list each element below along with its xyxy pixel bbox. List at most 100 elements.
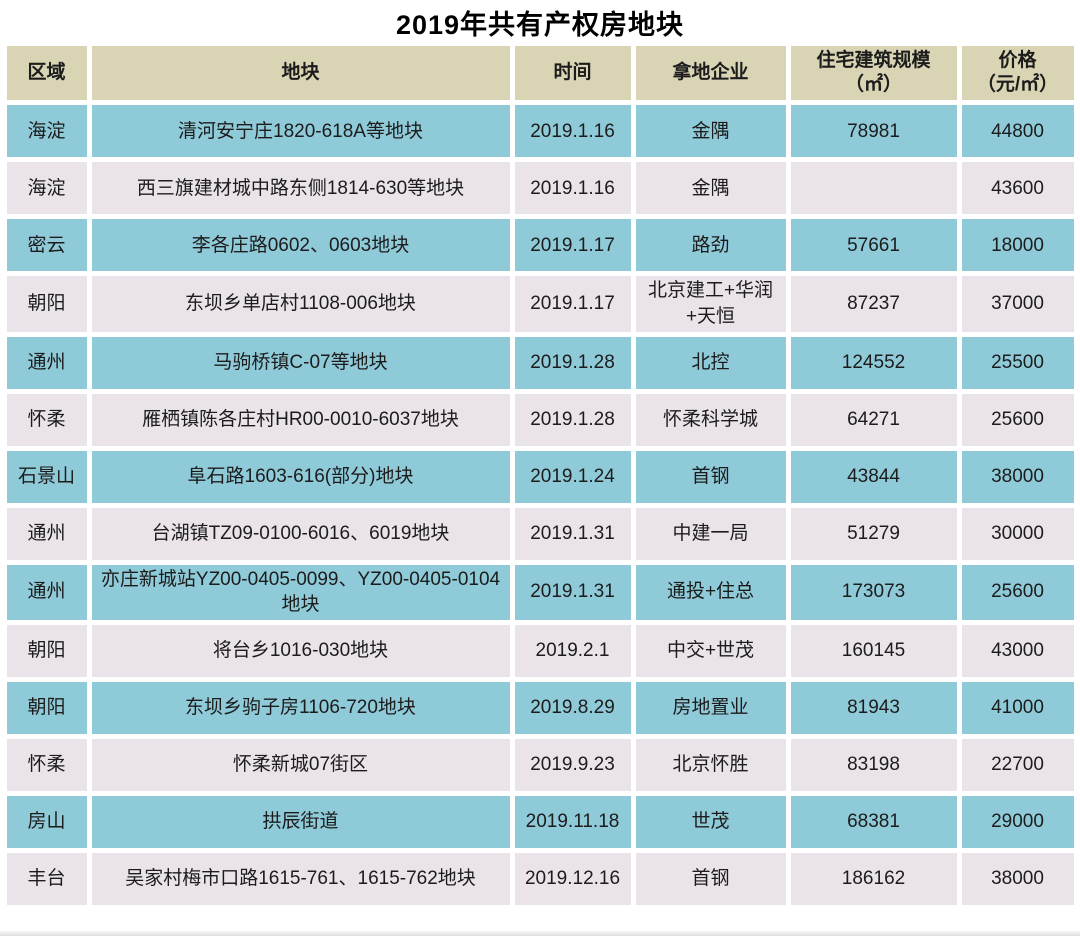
cell-price: 29000 [961,795,1074,848]
table-row: 怀柔 怀柔新城07街区 2019.9.23 北京怀胜 83198 22700 [6,738,1074,791]
cell-scale: 57661 [790,219,957,272]
cell-parcel: 东坝乡单店村1108-006地块 [91,276,510,332]
cell-price: 25600 [961,393,1074,446]
cell-price: 43000 [961,624,1074,677]
cell-region: 丰台 [6,852,87,905]
cell-price: 43600 [961,162,1074,215]
table-row: 朝阳 东坝乡单店村1108-006地块 2019.1.17 北京建工+华润+天恒… [6,276,1074,332]
cell-scale: 64271 [790,393,957,446]
cell-region: 通州 [6,336,87,389]
cell-scale: 43844 [790,450,957,503]
col-header-company: 拿地企业 [635,46,786,101]
cell-parcel: 拱辰街道 [91,795,510,848]
cell-date: 2019.1.16 [514,105,631,158]
cell-region: 通州 [6,507,87,560]
page-title: 2019年共有产权房地块 [395,10,685,40]
cell-region: 密云 [6,219,87,272]
cell-region: 房山 [6,795,87,848]
cell-company: 中建一局 [635,507,786,560]
table-row: 怀柔 雁栖镇陈各庄村HR00-0010-6037地块 2019.1.28 怀柔科… [6,393,1074,446]
cell-date: 2019.2.1 [514,624,631,677]
table-row: 通州 马驹桥镇C-07等地块 2019.1.28 北控 124552 25500 [6,336,1074,389]
table-row: 石景山 阜石路1603-616(部分)地块 2019.1.24 首钢 43844… [6,450,1074,503]
cell-company: 通投+住总 [635,564,786,620]
cell-scale: 160145 [790,624,957,677]
table-row: 密云 李各庄路0602、0603地块 2019.1.17 路劲 57661 18… [6,219,1074,272]
cell-scale: 173073 [790,564,957,620]
col-header-date: 时间 [514,46,631,101]
cell-price: 18000 [961,219,1074,272]
cell-date: 2019.1.28 [514,336,631,389]
cell-parcel: 亦庄新城站YZ00-0405-0099、YZ00-0405-0104地块 [91,564,510,620]
cell-price: 41000 [961,681,1074,734]
cell-region: 海淀 [6,105,87,158]
table-row: 朝阳 将台乡1016-030地块 2019.2.1 中交+世茂 160145 4… [6,624,1074,677]
table-row: 房山 拱辰街道 2019.11.18 世茂 68381 29000 [6,795,1074,848]
cell-company: 中交+世茂 [635,624,786,677]
cell-scale: 83198 [790,738,957,791]
cell-parcel: 将台乡1016-030地块 [91,624,510,677]
cell-company: 首钢 [635,852,786,905]
cell-company: 首钢 [635,450,786,503]
cell-company: 北控 [635,336,786,389]
col-header-scale: 住宅建筑规模 （㎡） [790,46,957,101]
bottom-edge-shadow [0,930,1080,936]
cell-price: 37000 [961,276,1074,332]
cell-region: 怀柔 [6,738,87,791]
table-row: 朝阳 东坝乡驹子房1106-720地块 2019.8.29 房地置业 81943… [6,681,1074,734]
table-row: 海淀 清河安宁庄1820-618A等地块 2019.1.16 金隅 78981 … [6,105,1074,158]
cell-price: 30000 [961,507,1074,560]
cell-date: 2019.12.16 [514,852,631,905]
cell-parcel: 雁栖镇陈各庄村HR00-0010-6037地块 [91,393,510,446]
cell-scale: 51279 [790,507,957,560]
cell-parcel: 清河安宁庄1820-618A等地块 [91,105,510,158]
cell-date: 2019.1.17 [514,219,631,272]
cell-price: 25500 [961,336,1074,389]
table-row: 丰台 吴家村梅市口路1615-761、1615-762地块 2019.12.16… [6,852,1074,905]
cell-price: 38000 [961,450,1074,503]
land-parcel-table: 区域 地块 时间 拿地企业 住宅建筑规模 （㎡） 价格 （元/㎡） 海淀 清河安… [2,41,1079,910]
cell-region: 朝阳 [6,681,87,734]
cell-parcel: 马驹桥镇C-07等地块 [91,336,510,389]
cell-company: 北京怀胜 [635,738,786,791]
cell-company: 房地置业 [635,681,786,734]
cell-scale: 81943 [790,681,957,734]
cell-date: 2019.1.31 [514,564,631,620]
cell-scale: 124552 [790,336,957,389]
cell-date: 2019.8.29 [514,681,631,734]
cell-company: 金隅 [635,105,786,158]
cell-scale: 87237 [790,276,957,332]
cell-parcel: 吴家村梅市口路1615-761、1615-762地块 [91,852,510,905]
col-header-price: 价格 （元/㎡） [961,46,1074,101]
cell-parcel: 怀柔新城07街区 [91,738,510,791]
cell-region: 海淀 [6,162,87,215]
cell-region: 通州 [6,564,87,620]
cell-date: 2019.1.17 [514,276,631,332]
cell-company: 金隅 [635,162,786,215]
cell-price: 22700 [961,738,1074,791]
cell-scale: 68381 [790,795,957,848]
cell-parcel: 台湖镇TZ09-0100-6016、6019地块 [91,507,510,560]
cell-region: 朝阳 [6,276,87,332]
cell-scale: 186162 [790,852,957,905]
table-row: 海淀 西三旗建材城中路东侧1814-630等地块 2019.1.16 金隅 43… [6,162,1074,215]
cell-parcel: 阜石路1603-616(部分)地块 [91,450,510,503]
cell-company: 怀柔科学城 [635,393,786,446]
cell-date: 2019.1.24 [514,450,631,503]
table-row: 通州 台湖镇TZ09-0100-6016、6019地块 2019.1.31 中建… [6,507,1074,560]
cell-parcel: 西三旗建材城中路东侧1814-630等地块 [91,162,510,215]
cell-region: 石景山 [6,450,87,503]
cell-price: 25600 [961,564,1074,620]
cell-region: 怀柔 [6,393,87,446]
col-header-region: 区域 [6,46,87,101]
header-row: 区域 地块 时间 拿地企业 住宅建筑规模 （㎡） 价格 （元/㎡） [6,46,1074,101]
cell-parcel: 李各庄路0602、0603地块 [91,219,510,272]
cell-date: 2019.11.18 [514,795,631,848]
cell-parcel: 东坝乡驹子房1106-720地块 [91,681,510,734]
cell-region: 朝阳 [6,624,87,677]
table-row: 通州 亦庄新城站YZ00-0405-0099、YZ00-0405-0104地块 … [6,564,1074,620]
cell-price: 38000 [961,852,1074,905]
cell-company: 北京建工+华润+天恒 [635,276,786,332]
cell-company: 世茂 [635,795,786,848]
cell-company: 路劲 [635,219,786,272]
